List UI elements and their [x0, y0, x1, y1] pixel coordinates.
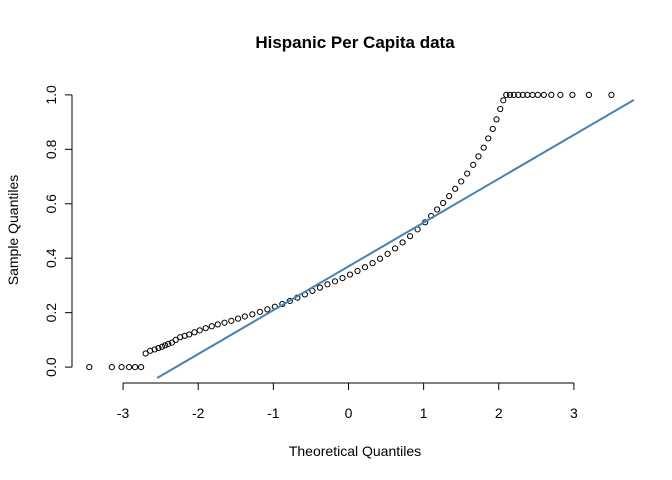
plot-area: -3 -2 -1 0 1 2 3 0.0 0.2 0.4 0.6 0.8 1.0: [43, 84, 635, 421]
qq-point: [142, 350, 149, 357]
y-tick-label: 0.8: [43, 139, 59, 159]
qq-point: [125, 364, 133, 371]
reference-line: [156, 98, 635, 379]
qq-point: [316, 284, 324, 291]
plot-region: [78, 84, 634, 378]
qq-point: [369, 260, 376, 267]
qq-point: [186, 331, 193, 338]
qq-point: [446, 193, 453, 200]
x-tick-label: 3: [570, 405, 578, 421]
qq-point: [354, 267, 361, 275]
qq-point: [489, 125, 496, 133]
qq-point: [384, 250, 391, 257]
qq-point: [221, 319, 228, 326]
qq-point: [557, 91, 564, 98]
qq-point: [497, 105, 504, 113]
y-tick-label: 1.0: [43, 85, 59, 105]
qq-point: [172, 336, 179, 343]
x-tick-label: -1: [267, 405, 280, 421]
qq-point: [500, 97, 507, 104]
qq-point: [510, 91, 517, 98]
qq-point: [191, 329, 198, 336]
qq-point: [608, 91, 615, 98]
x-axis-label: Theoretical Quantiles: [289, 443, 421, 459]
qq-point: [406, 233, 414, 240]
qq-point: [331, 278, 339, 285]
qq-point: [228, 317, 235, 324]
qq-point: [202, 325, 209, 332]
qq-point: [464, 170, 471, 177]
qq-point: [361, 264, 369, 271]
qq-point: [256, 308, 263, 315]
qq-point: [138, 364, 145, 371]
qq-point: [339, 274, 346, 282]
qq-point: [503, 91, 510, 98]
qq-point: [391, 245, 399, 252]
qq-point: [159, 343, 166, 350]
qq-point: [434, 206, 441, 213]
qq-point: [534, 91, 541, 98]
qq-point: [132, 364, 139, 371]
qq-point: [86, 364, 93, 371]
qq-point: [108, 364, 115, 371]
qq-point: [452, 185, 459, 192]
qq-point: [214, 321, 221, 328]
qq-point: [548, 91, 555, 98]
qq-point: [485, 135, 492, 142]
qq-point: [249, 311, 256, 318]
qq-point: [458, 178, 465, 185]
qq-point: [493, 116, 500, 123]
qq-point: [196, 327, 203, 334]
qq-point: [165, 340, 172, 348]
qq-point: [151, 346, 158, 353]
y-tick-label: 0.2: [43, 303, 59, 323]
qq-point: [346, 271, 354, 278]
x-tick-label: 0: [345, 405, 353, 421]
qq-point: [515, 91, 522, 98]
qq-point: [155, 344, 162, 352]
y-tick-label: 0.6: [43, 194, 59, 214]
qq-point: [480, 144, 487, 151]
x-tick-label: -2: [192, 405, 205, 421]
y-axis-label: Sample Quantiles: [5, 175, 21, 286]
qq-point: [264, 306, 271, 313]
qq-point: [440, 199, 447, 207]
qq-point: [540, 91, 547, 98]
qq-point: [585, 91, 593, 98]
qq-point: [208, 323, 215, 330]
qq-point: [569, 91, 576, 98]
y-tick-label: 0.4: [43, 248, 59, 268]
qq-point: [529, 91, 536, 98]
chart-title: Hispanic Per Capita data: [255, 33, 455, 52]
qq-point: [470, 161, 477, 168]
qq-point: [162, 342, 169, 349]
qq-point: [399, 239, 406, 246]
qq-point: [118, 364, 125, 371]
x-tick-label: 1: [420, 405, 428, 421]
qq-point: [324, 281, 331, 288]
qq-point: [506, 91, 514, 98]
x-tick-label: -3: [117, 405, 130, 421]
y-tick-label: 0.0: [43, 357, 59, 377]
qq-point: [234, 315, 242, 322]
qq-point: [519, 91, 526, 98]
qq-point: [376, 255, 384, 262]
qq-point: [241, 313, 248, 320]
qq-point: [475, 153, 482, 160]
x-tick-label: 2: [495, 405, 503, 421]
